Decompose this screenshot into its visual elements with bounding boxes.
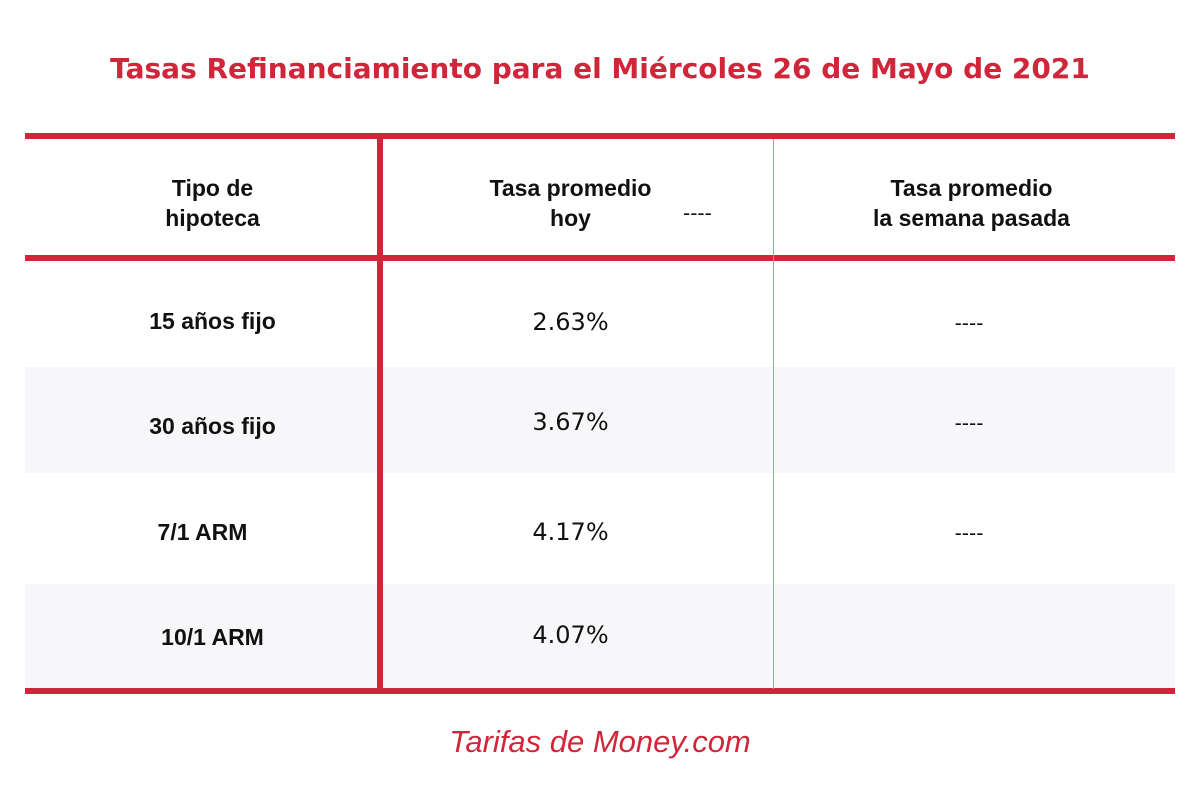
header-rate-last-week: Tasa promedio la semana pasada bbox=[774, 173, 1169, 233]
header-mortgage-type: Tipo de hipoteca bbox=[25, 173, 400, 233]
cell-rate-today: 4.17% bbox=[532, 518, 609, 546]
header-placeholder: ---- bbox=[683, 201, 712, 225]
cell-rate-today: 4.07% bbox=[532, 621, 609, 649]
cell-mortgage-type: 15 años fijo bbox=[149, 308, 276, 334]
page-title: Tasas Refinanciamiento para el Miércoles… bbox=[110, 52, 1090, 85]
header-text: Tasa promedio bbox=[489, 175, 652, 201]
column-divider-thin bbox=[773, 139, 774, 689]
header-text: hipoteca bbox=[165, 205, 260, 231]
header-text: la semana pasada bbox=[873, 205, 1070, 231]
cell-mortgage-type: 10/1 ARM bbox=[161, 624, 264, 650]
header-rate-today: Tasa promedio hoy bbox=[383, 173, 758, 233]
header-text: Tipo de bbox=[171, 175, 254, 201]
cell-rate-today: 3.67% bbox=[532, 408, 609, 436]
row-shade bbox=[25, 584, 1175, 688]
cell-mortgage-type: 30 años fijo bbox=[149, 413, 276, 439]
cell-rate-last-week: ---- bbox=[954, 311, 984, 335]
header-text: Tasa promedio bbox=[890, 175, 1053, 201]
rates-table: Tipo de hipoteca Tasa promedio hoy ---- … bbox=[25, 133, 1175, 695]
cell-rate-last-week: ---- bbox=[954, 521, 984, 545]
source-credit: Tarifas de Money.com bbox=[449, 724, 751, 759]
header-bottom-rule bbox=[25, 255, 1175, 261]
header-text: hoy bbox=[550, 205, 591, 231]
cell-rate-today: 2.63% bbox=[532, 308, 609, 336]
row-shade bbox=[25, 367, 1175, 473]
cell-rate-last-week: ---- bbox=[954, 411, 984, 435]
table-top-rule bbox=[25, 133, 1175, 139]
cell-mortgage-type: 7/1 ARM bbox=[157, 519, 248, 545]
column-divider-thick bbox=[377, 139, 383, 689]
table-bottom-rule bbox=[25, 688, 1175, 694]
